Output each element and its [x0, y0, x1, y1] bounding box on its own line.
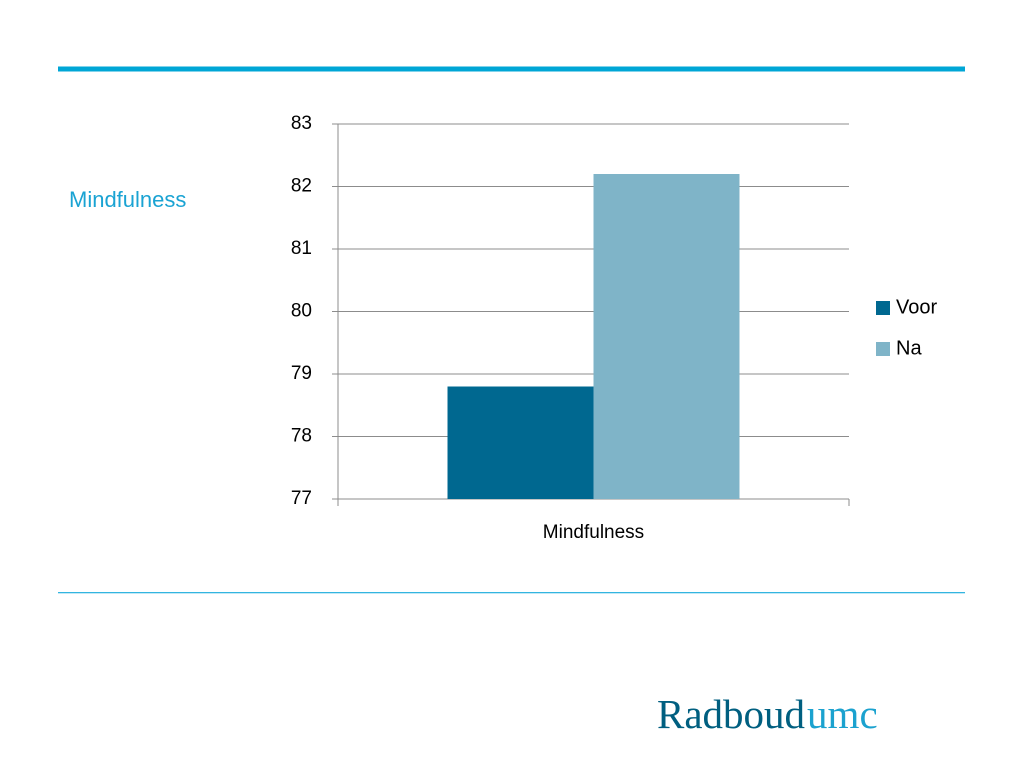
x-tick-label: Mindfulness	[543, 522, 644, 543]
y-tick-label: 80	[291, 301, 312, 322]
y-tick-label: 82	[291, 176, 312, 197]
logo-part: umc	[807, 691, 878, 737]
legend-swatch	[876, 301, 890, 315]
y-tick-label: 77	[291, 488, 312, 509]
bottom-rule	[58, 592, 965, 594]
y-tick-label: 81	[291, 238, 312, 259]
y-tick-label: 78	[291, 426, 312, 447]
slide-heading: Mindfulness	[69, 187, 186, 212]
bar	[447, 386, 594, 499]
logo: Radboudumc	[657, 691, 878, 737]
logo-part: Radboud	[657, 691, 805, 737]
bar	[593, 174, 740, 499]
y-tick-label: 83	[291, 113, 312, 134]
legend-swatch	[876, 342, 890, 356]
y-tick-label: 79	[291, 363, 312, 384]
legend-label: Na	[896, 337, 922, 359]
top-rule	[58, 66, 965, 72]
legend-label: Voor	[896, 296, 937, 318]
